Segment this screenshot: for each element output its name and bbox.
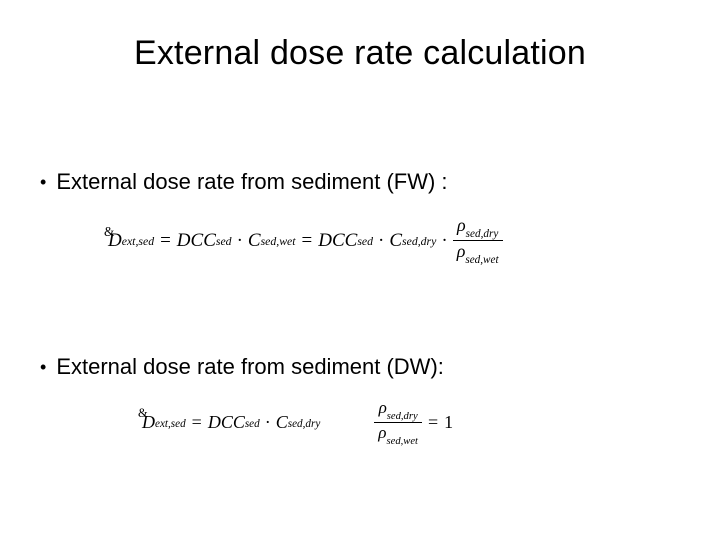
symbol-D-dot-2: & D: [142, 412, 155, 433]
ampersand-overlay: &: [104, 224, 114, 240]
bullet-dw: • External dose rate from sediment (DW):: [40, 354, 680, 380]
fraction-rho-2: ρsed,dry ρsed,wet: [374, 398, 422, 447]
cdot-4: ·: [265, 412, 271, 433]
rho-den-2: ρ: [378, 423, 386, 442]
symbol-DCC-3: DCC: [208, 412, 245, 433]
value-one: 1: [444, 412, 453, 433]
equals-2: =: [302, 230, 313, 252]
bullet-dw-text: External dose rate from sediment (DW):: [56, 354, 444, 380]
sub-ext-sed-2: ext,sed: [155, 418, 186, 430]
equation-fw: & D ext,sed = DCCsed · Csed,wet = DCCsed…: [108, 215, 680, 266]
fraction-rho-1: ρsed,dry ρsed,wet: [453, 215, 503, 266]
bullet-dot-icon: •: [40, 173, 46, 191]
sub-sed-dry-4: sed,dry: [387, 411, 418, 422]
sub-sed-2: sed: [357, 235, 373, 249]
sub-sed-wet-1: sed,wet: [261, 235, 296, 249]
sub-ext-sed: ext,sed: [122, 235, 154, 249]
symbol-DCC-2: DCC: [318, 230, 357, 252]
sub-sed-dry-1: sed,dry: [402, 235, 436, 249]
sub-sed-wet-3: sed,wet: [387, 436, 418, 447]
rho-num-2: ρ: [379, 398, 387, 417]
cdot-1: ·: [237, 230, 243, 252]
symbol-DCC-1: DCC: [177, 230, 216, 252]
equals-4: =: [428, 412, 438, 433]
sub-sed-dry-3: sed,dry: [288, 418, 321, 430]
symbol-D-dot: & D: [108, 230, 122, 252]
sub-sed-3: sed: [245, 418, 260, 430]
bullet-fw: • External dose rate from sediment (FW) …: [40, 169, 680, 195]
bullet-dot-icon-2: •: [40, 358, 46, 376]
sub-sed-1: sed: [216, 235, 232, 249]
bullet-fw-text: External dose rate from sediment (FW) :: [56, 169, 447, 195]
page-title: External dose rate calculation: [40, 34, 680, 73]
sub-sed-wet-2: sed,wet: [465, 254, 498, 266]
cdot-3: ·: [441, 230, 447, 252]
symbol-C-3: C: [276, 412, 288, 433]
equals-1: =: [160, 230, 171, 252]
cdot-2: ·: [378, 230, 384, 252]
equation-dw: & D ext,sed = DCCsed · Csed,dry ρsed,dry…: [142, 398, 680, 447]
symbol-C-1: C: [248, 230, 261, 252]
rho-num-1: ρ: [457, 215, 466, 235]
slide: External dose rate calculation • Externa…: [0, 0, 720, 540]
sub-sed-dry-2: sed,dry: [466, 228, 499, 240]
symbol-C-2: C: [389, 230, 402, 252]
ampersand-overlay-2: &: [138, 406, 148, 421]
equals-3: =: [192, 412, 202, 433]
